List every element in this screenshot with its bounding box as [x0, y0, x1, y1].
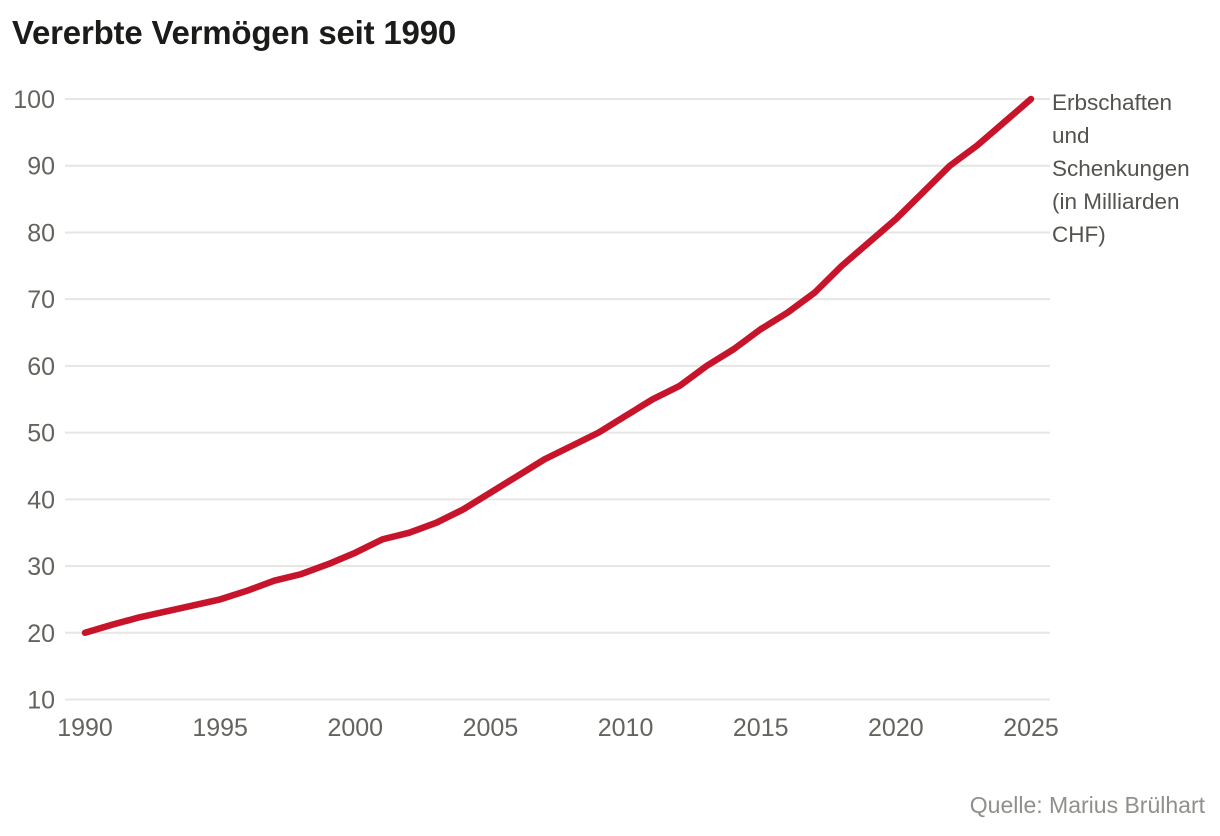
legend-line: CHF)	[1052, 222, 1106, 247]
x-tick-label: 2020	[868, 714, 924, 742]
legend-line: und	[1052, 123, 1090, 148]
x-tick-label: 2005	[463, 714, 519, 742]
x-tick-label: 2000	[327, 714, 383, 742]
source-credit: Quelle: Marius Brülhart	[969, 792, 1205, 818]
x-tick-label: 2010	[598, 714, 654, 742]
chart-title: Vererbte Vermögen seit 1990	[12, 14, 457, 51]
y-tick-label: 30	[27, 553, 55, 581]
legend-line: Schenkungen	[1052, 156, 1190, 181]
y-axis-tick-labels: 10 20 30 40 50 60 70 80 90 100	[13, 86, 55, 715]
data-series	[81, 95, 1035, 637]
y-tick-label: 80	[27, 219, 55, 247]
y-tick-label: 40	[27, 486, 55, 514]
y-tick-label: 10	[27, 687, 55, 715]
y-tick-label: 50	[27, 420, 55, 448]
gridlines	[65, 98, 1050, 701]
data-line-erbschaften	[81, 95, 1035, 637]
legend-line: (in Milliarden	[1052, 189, 1180, 214]
y-tick-label: 60	[27, 353, 55, 381]
x-axis-tick-labels: 1990 1995 2000 2005 2010 2015 2020 2025	[57, 714, 1059, 742]
x-tick-label: 1995	[192, 714, 248, 742]
x-tick-label: 2025	[1003, 714, 1059, 742]
y-tick-label: 20	[27, 620, 55, 648]
y-tick-label: 100	[13, 86, 55, 114]
y-tick-label: 90	[27, 153, 55, 181]
x-tick-label: 1990	[57, 714, 113, 742]
x-tick-label: 2015	[733, 714, 789, 742]
series-legend: Erbschaften und Schenkungen (in Milliarden C…	[1052, 86, 1212, 251]
y-tick-label: 70	[27, 286, 55, 314]
legend-line: Erbschaften	[1052, 90, 1173, 115]
